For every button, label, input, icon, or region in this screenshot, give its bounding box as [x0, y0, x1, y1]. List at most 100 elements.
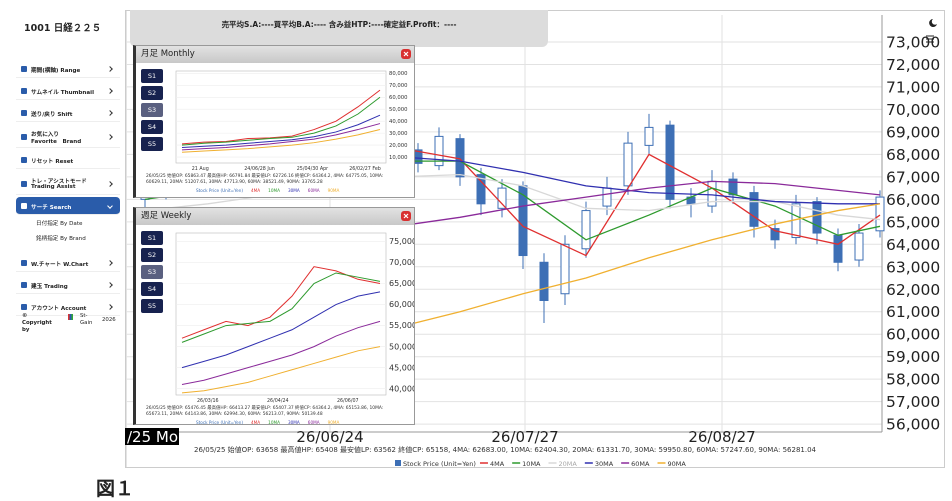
- x-tick-label: 25/04/30 Apr: [297, 166, 328, 172]
- candle-body: [665, 124, 675, 200]
- popup-header: 月足 Monthly: [136, 46, 414, 63]
- candle-body: [434, 135, 444, 167]
- menu-label: 建玉 Trading: [31, 283, 68, 290]
- y-tick-label: 45,000: [389, 363, 414, 372]
- legend-label: 20MA: [559, 460, 578, 468]
- brand-logo: [68, 314, 73, 320]
- menu-item[interactable]: お気に入り Favorite Brand: [16, 126, 120, 148]
- close-button[interactable]: [401, 49, 411, 59]
- menu-item[interactable]: 期間(横軸) Range: [16, 60, 120, 78]
- legend-label: 10MA: [268, 188, 280, 193]
- series-button[interactable]: S3: [141, 265, 163, 279]
- y-tick-label: 64,000: [886, 236, 940, 254]
- candle-body: [812, 201, 822, 234]
- menu-icon: [21, 66, 27, 72]
- menu-label: リセット Reset: [31, 158, 74, 165]
- menu-icon: [21, 181, 27, 187]
- menu-label: お気に入り: [31, 132, 59, 138]
- y-tick-label: 68,000: [886, 146, 940, 164]
- legend-label: 60MA: [307, 420, 320, 425]
- candle-body: [581, 210, 591, 250]
- year: 2026: [102, 317, 116, 323]
- y-tick-label: 60,000: [886, 326, 940, 344]
- x-tick-label: 26/07/27: [491, 428, 558, 446]
- candle-body: [644, 126, 654, 146]
- y-tick-label: 63,000: [886, 258, 940, 276]
- ma-line: [181, 114, 381, 148]
- menu-icon: [21, 282, 27, 288]
- y-tick-label: 72,000: [886, 56, 940, 74]
- menu-label: サムネイル Thumbnail: [31, 89, 95, 96]
- series-button[interactable]: S2: [141, 86, 163, 100]
- menu-item[interactable]: サーチ Search: [16, 197, 120, 215]
- popup-legend: Stock Price (Unit=Yen) 4MA 10MA 30MA 60MA 90M…: [196, 188, 347, 193]
- ma-line: [181, 89, 381, 145]
- plot-area: [175, 232, 387, 396]
- x-tick-label: 26/06/07: [337, 398, 359, 404]
- series-button[interactable]: S1: [141, 69, 163, 83]
- y-tick-label: 80,000: [389, 71, 408, 77]
- series-button[interactable]: S2: [141, 248, 163, 262]
- menu-item[interactable]: サムネイル Thumbnail: [16, 82, 120, 100]
- y-tick-label: 55,000: [389, 321, 414, 330]
- plot-area: [175, 70, 387, 164]
- y-tick-label: 57,000: [886, 393, 940, 411]
- y-tick-label: 60,000: [389, 300, 414, 309]
- y-tick-label: 58,000: [886, 371, 940, 389]
- y-tick-label: 50,000: [389, 107, 408, 113]
- popup-title: 週足 Weekly: [141, 211, 192, 221]
- series-button[interactable]: S5: [141, 137, 163, 151]
- price-info: 26/05/25 始値OP: 63658 最高値HP: 65408 最安値LP:…: [194, 445, 817, 454]
- ma-line: [181, 96, 381, 146]
- legend-swatch: [395, 460, 401, 466]
- legend-label: 30MA: [595, 460, 614, 468]
- ma-line: [181, 123, 381, 151]
- ma-line: [181, 129, 381, 153]
- popup-info: 26/05/25 始値OP: 65863.47 最高値HP: 66791.84 …: [146, 174, 384, 185]
- submenu-item[interactable]: 日付指定 By Date: [36, 221, 83, 227]
- series-button[interactable]: S4: [141, 282, 163, 296]
- menu-item[interactable]: 送り/戻り Shift: [16, 104, 120, 122]
- legend-label: 4MA: [251, 420, 261, 425]
- app-title: 1001 日経２２５: [24, 23, 102, 34]
- submenu-item[interactable]: 銘柄指定 By Brand: [36, 236, 86, 242]
- popup-chart: 40,000 45,000 50,000 55,000 60,000 65,000 70,0…: [175, 232, 414, 404]
- y-tick-label: 60,000: [389, 95, 408, 101]
- candle-body: [854, 232, 864, 261]
- series-button[interactable]: S3: [141, 103, 163, 117]
- y-tick-label: 69,000: [886, 123, 940, 141]
- x-tick-label: 24/06/28 Jun: [244, 166, 275, 172]
- candle-body: [623, 142, 633, 187]
- close-button[interactable]: [401, 211, 411, 221]
- candle-body: [602, 187, 612, 207]
- legend-label: 90MA: [327, 188, 340, 193]
- menu-item[interactable]: リセット Reset: [16, 151, 120, 169]
- candle-body: [749, 192, 759, 227]
- menu-label: W.チャート W.Chart: [31, 261, 89, 268]
- plot: 56,000 57,000 58,000 59,000 60,000 61,000 62,0…: [125, 15, 940, 468]
- series-button[interactable]: S1: [141, 231, 163, 245]
- sidebar: 1001 日経２２５ 期間(横軸) Range サムネイル Thumbnail 送り…: [14, 10, 127, 468]
- popup-legend: Stock Price (Unit=Yen) 4MA 10MA 30MA 60MA 90M…: [196, 420, 347, 425]
- y-tick-label: 40,000: [389, 384, 414, 393]
- copyright: © Copyright by: [22, 313, 52, 333]
- ma-line: [181, 291, 381, 369]
- legend-label: 30MA: [287, 188, 300, 193]
- y-tick-label: 70,000: [389, 83, 408, 89]
- x-tick-label: 26/08/27: [688, 428, 755, 446]
- legend-label: Stock Price (Unit=Yen): [196, 420, 243, 425]
- menu-icon: [21, 304, 27, 310]
- x-tick-label: 26/02/27 Feb: [349, 166, 381, 172]
- series-button[interactable]: S5: [141, 299, 163, 313]
- x-tick-label: 26/04/24: [267, 398, 289, 404]
- candle-body: [497, 187, 507, 209]
- menu-item[interactable]: W.チャート W.Chart: [16, 254, 120, 272]
- y-tick-label: 67,000: [886, 168, 940, 186]
- x-label-highlight: [125, 428, 179, 445]
- top-bar: 売平均S.A:----買平均B.A:---- 含み益HTP:----確定益F.P…: [130, 10, 548, 47]
- series-button[interactable]: S4: [141, 120, 163, 134]
- y-tick-label: 70,000: [886, 101, 940, 119]
- menu-item[interactable]: 建玉 Trading: [16, 276, 120, 294]
- menu-item[interactable]: トレ・アシストモード Trading Assist: [16, 173, 120, 195]
